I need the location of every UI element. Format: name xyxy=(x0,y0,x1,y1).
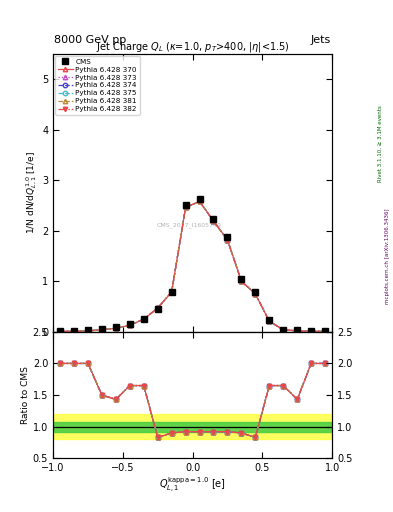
Text: Rivet 3.1.10, ≥ 3.1M events: Rivet 3.1.10, ≥ 3.1M events xyxy=(378,105,383,182)
X-axis label: $Q_{L,1}^{\mathrm{kappa}=1.0}$ [e]: $Q_{L,1}^{\mathrm{kappa}=1.0}$ [e] xyxy=(159,476,226,495)
CMS xyxy=(127,321,132,327)
CMS xyxy=(86,327,90,333)
CMS xyxy=(323,328,327,334)
CMS xyxy=(141,315,146,322)
Text: CMS_2017_I1605749: CMS_2017_I1605749 xyxy=(156,222,221,228)
CMS xyxy=(253,289,258,295)
CMS xyxy=(99,326,104,332)
Legend: CMS, Pythia 6.428 370, Pythia 6.428 373, Pythia 6.428 374, Pythia 6.428 375, Pyt: CMS, Pythia 6.428 370, Pythia 6.428 373,… xyxy=(55,56,140,115)
CMS xyxy=(295,327,299,333)
CMS xyxy=(155,306,160,312)
Text: mcplots.cern.ch [arXiv:1306.3436]: mcplots.cern.ch [arXiv:1306.3436] xyxy=(385,208,389,304)
CMS xyxy=(183,202,188,208)
Bar xyxy=(53,421,332,432)
Bar xyxy=(53,414,332,439)
Title: Jet Charge $Q_L$ ($\kappa$=1.0, $p_T$>400, $|\eta|$<1.5): Jet Charge $Q_L$ ($\kappa$=1.0, $p_T$>40… xyxy=(95,40,290,54)
Y-axis label: 1/N dN/d$Q_{L,1}^{1.0}$ [1/e]: 1/N dN/d$Q_{L,1}^{1.0}$ [1/e] xyxy=(24,151,39,234)
CMS xyxy=(114,324,118,330)
CMS xyxy=(58,328,62,334)
CMS xyxy=(169,289,174,295)
CMS xyxy=(225,234,230,240)
CMS xyxy=(281,327,286,333)
CMS xyxy=(239,276,244,282)
CMS xyxy=(267,317,272,323)
Line: CMS: CMS xyxy=(57,197,328,334)
Text: Jets: Jets xyxy=(310,35,331,45)
Text: 8000 GeV pp: 8000 GeV pp xyxy=(54,35,127,45)
CMS xyxy=(309,328,314,334)
CMS xyxy=(72,328,76,334)
CMS xyxy=(211,216,216,222)
CMS xyxy=(197,196,202,202)
Y-axis label: Ratio to CMS: Ratio to CMS xyxy=(21,366,30,424)
